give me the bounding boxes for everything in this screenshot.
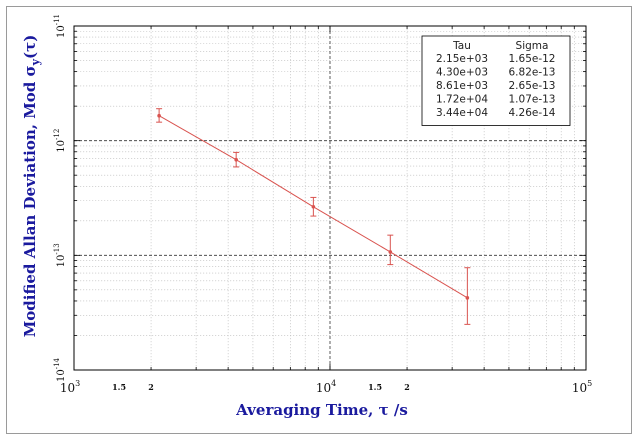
y-tick-label: 10-12 bbox=[53, 129, 67, 153]
legend-header: Tau bbox=[452, 40, 471, 52]
x-minor-tick-label: 2 bbox=[148, 382, 154, 392]
x-minor-tick-label: 2 bbox=[404, 382, 410, 392]
legend-cell: 1.72e+04 bbox=[436, 94, 488, 106]
y-axis-title: Modified Allan Deviation, Mod σy(τ) bbox=[21, 35, 42, 338]
data-point bbox=[465, 296, 470, 300]
legend-cell: 2.65e-13 bbox=[509, 80, 556, 92]
data-point bbox=[234, 157, 238, 162]
legend-cell: 2.15e+03 bbox=[436, 53, 488, 65]
major-grid bbox=[74, 26, 586, 370]
legend-cell: 1.07e-13 bbox=[509, 94, 556, 106]
x-minor-tick-label: 1.5 bbox=[112, 382, 126, 392]
y-tick-label: 10-13 bbox=[53, 243, 67, 267]
legend-cell: 4.30e+03 bbox=[436, 67, 488, 79]
legend-cell: 4.26e-14 bbox=[509, 107, 556, 119]
x-tick-label: 104 bbox=[316, 379, 336, 395]
legend-cell: 1.65e-12 bbox=[509, 53, 556, 65]
x-tick-label: 105 bbox=[572, 379, 592, 395]
data-point bbox=[311, 205, 316, 209]
x-minor-tick-label: 1.5 bbox=[368, 382, 382, 392]
data-point bbox=[157, 113, 161, 118]
legend-cell: 3.44e+04 bbox=[436, 107, 488, 119]
legend-table bbox=[421, 35, 571, 126]
x-axis-title: Averaging Time, τ /s bbox=[235, 401, 408, 419]
data-point bbox=[388, 250, 393, 254]
x-tick-label: 103 bbox=[60, 379, 80, 395]
legend-cell: 6.82e-13 bbox=[509, 67, 556, 79]
tick-marks bbox=[73, 25, 587, 371]
y-tick-label: 10-14 bbox=[53, 357, 67, 382]
y-tick-label: 10-11 bbox=[53, 14, 67, 38]
legend-header: Sigma bbox=[516, 40, 549, 52]
legend-cell: 8.61e+03 bbox=[436, 80, 488, 92]
allan-deviation-chart: 103 104 105 1.5 2 1.5 2 10-14 10-13 10-12 10-11 Ave… bbox=[21, 14, 592, 419]
chart-frame: 103 104 105 1.5 2 1.5 2 10-14 10-13 10-12 10-11 Ave… bbox=[6, 6, 632, 434]
